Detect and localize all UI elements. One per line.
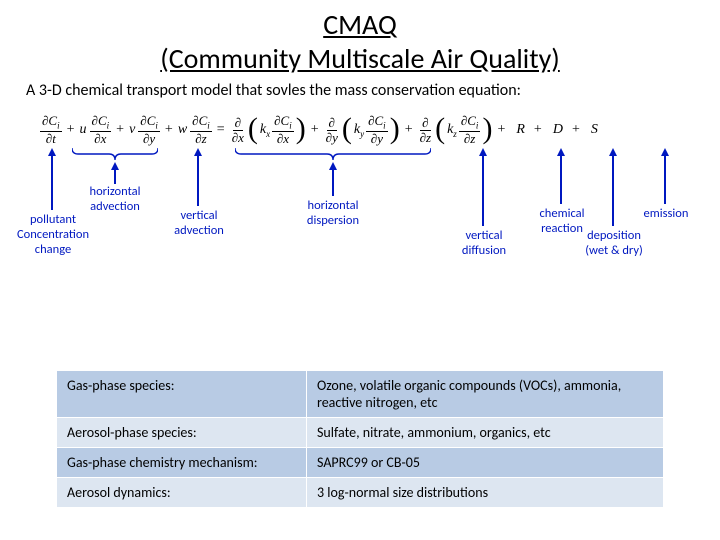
table-cell: Gas-phase chemistry mechanism: <box>57 448 307 478</box>
title-line1: CMAQ <box>323 7 397 42</box>
mass-conservation-equation: ∂Ci∂t +u ∂Ci∂x +v ∂Ci∂y +w ∂Ci∂z = ∂∂x (… <box>40 114 602 146</box>
slide-title: CMAQ (Community Multiscale Air Quality) <box>0 0 720 75</box>
arrow-deposition <box>608 148 618 226</box>
table-row: Gas-phase species: Ozone, volatile organ… <box>57 371 664 418</box>
arrow-h-advection <box>110 162 120 184</box>
title-line2: (Community Multiscale Air Quality) <box>160 41 560 76</box>
arrow-chem <box>556 148 566 204</box>
annot-h-advection: horizontaladvection <box>80 184 150 214</box>
equation-zone: ∂Ci∂t +u ∂Ci∂x +v ∂Ci∂y +w ∂Ci∂z = ∂∂x (… <box>0 100 720 330</box>
arrow-pollutant <box>47 148 57 210</box>
table-row: Aerosol-phase species: Sulfate, nitrate,… <box>57 418 664 448</box>
annot-v-diffusion: verticaldiffusion <box>454 228 514 258</box>
arrow-v-diffusion <box>478 148 488 226</box>
arrow-h-dispersion <box>328 162 338 196</box>
annot-h-dispersion: horizontaldispersion <box>296 198 370 228</box>
arrow-emission <box>660 148 670 204</box>
annot-pollutant: pollutantConcentrationchange <box>8 212 98 257</box>
table-cell: 3 log-normal size distributions <box>307 478 664 508</box>
table-cell: Sulfate, nitrate, ammonium, organics, et… <box>307 418 664 448</box>
table-row: Gas-phase chemistry mechanism: SAPRC99 o… <box>57 448 664 478</box>
table-cell: Aerosol dynamics: <box>57 478 307 508</box>
arrow-v-advection <box>193 148 203 206</box>
annot-v-advection: verticaladvection <box>166 208 232 238</box>
annot-deposition: deposition(wet & dry) <box>578 228 650 258</box>
table-cell: SAPRC99 or CB-05 <box>307 448 664 478</box>
table-row: Aerosol dynamics: 3 log-normal size dist… <box>57 478 664 508</box>
table-cell: Ozone, volatile organic compounds (VOCs)… <box>307 371 664 418</box>
table-cell: Aerosol-phase species: <box>57 418 307 448</box>
subtitle-text: A 3-D chemical transport model that sovl… <box>26 81 521 100</box>
subtitle: A 3-D chemical transport model that sovl… <box>0 75 720 100</box>
table-cell: Gas-phase species: <box>57 371 307 418</box>
annot-emission: emission <box>636 206 696 221</box>
species-table: Gas-phase species: Ozone, volatile organ… <box>56 370 664 508</box>
